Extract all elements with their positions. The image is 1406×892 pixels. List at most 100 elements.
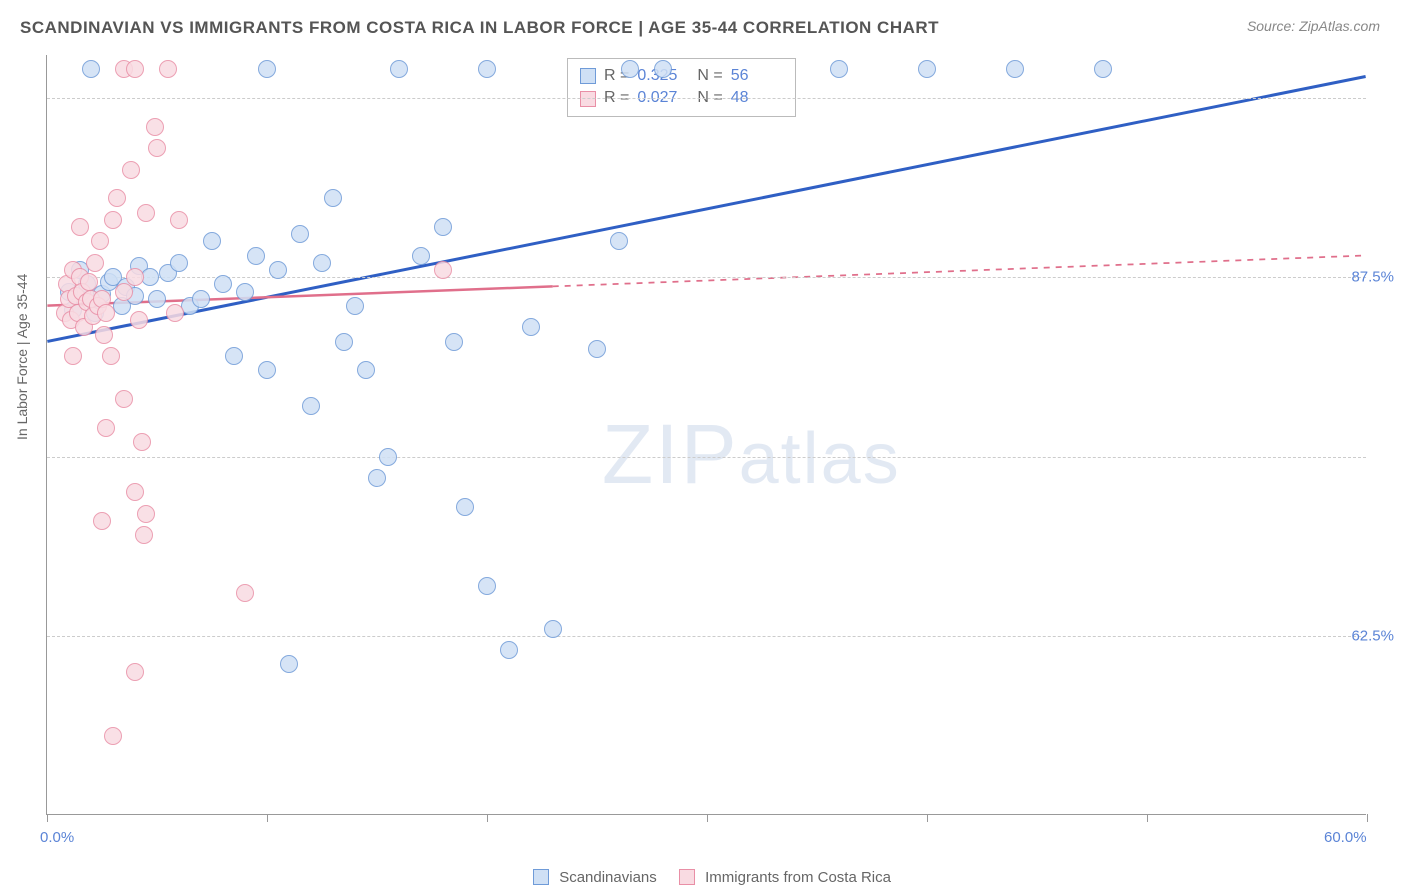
corr-row: R =0.325N =56 xyxy=(580,65,783,87)
scatter-point xyxy=(115,390,133,408)
y-tick-label: 62.5% xyxy=(1351,627,1394,644)
scatter-point xyxy=(302,397,320,415)
scatter-point xyxy=(170,211,188,229)
scatter-point xyxy=(148,139,166,157)
scatter-point xyxy=(236,584,254,602)
legend-swatch-1 xyxy=(533,869,549,885)
scatter-point xyxy=(478,60,496,78)
gridline xyxy=(47,277,1366,278)
scatter-point xyxy=(170,254,188,272)
scatter-point xyxy=(335,333,353,351)
scatter-point xyxy=(621,60,639,78)
scatter-point xyxy=(247,247,265,265)
scatter-point xyxy=(102,347,120,365)
scatter-point xyxy=(478,577,496,595)
gridline xyxy=(47,98,1366,99)
x-tick xyxy=(1147,814,1148,822)
x-tick xyxy=(487,814,488,822)
gridline xyxy=(47,636,1366,637)
scatter-point xyxy=(64,347,82,365)
scatter-point xyxy=(82,60,100,78)
scatter-point xyxy=(588,340,606,358)
scatter-point xyxy=(544,620,562,638)
bottom-legend: Scandinavians Immigrants from Costa Rica xyxy=(0,869,1406,886)
scatter-point xyxy=(192,290,210,308)
scatter-point xyxy=(522,318,540,336)
scatter-point xyxy=(71,218,89,236)
legend-swatch-2 xyxy=(679,869,695,885)
gridline xyxy=(47,457,1366,458)
scatter-point xyxy=(1094,60,1112,78)
y-axis-label: In Labor Force | Age 35-44 xyxy=(14,274,30,440)
scatter-point xyxy=(280,655,298,673)
scatter-point xyxy=(133,433,151,451)
scatter-point xyxy=(456,498,474,516)
trendlines-svg xyxy=(47,55,1366,814)
corr-n-label: N = xyxy=(697,65,722,87)
scatter-point xyxy=(130,311,148,329)
scatter-point xyxy=(434,261,452,279)
scatter-point xyxy=(346,297,364,315)
scatter-point xyxy=(918,60,936,78)
watermark: ZIPatlas xyxy=(602,405,901,502)
scatter-point xyxy=(258,60,276,78)
scatter-point xyxy=(108,189,126,207)
scatter-point xyxy=(225,347,243,365)
scatter-point xyxy=(313,254,331,272)
scatter-point xyxy=(291,225,309,243)
scatter-point xyxy=(148,290,166,308)
scatter-point xyxy=(214,275,232,293)
x-tick xyxy=(707,814,708,822)
x-tick xyxy=(927,814,928,822)
scatter-point xyxy=(126,60,144,78)
scatter-point xyxy=(122,161,140,179)
scatter-point xyxy=(324,189,342,207)
scatter-point xyxy=(104,727,122,745)
scatter-point xyxy=(126,483,144,501)
scatter-point xyxy=(654,60,672,78)
scatter-point xyxy=(146,118,164,136)
scatter-point xyxy=(434,218,452,236)
scatter-point xyxy=(357,361,375,379)
plot-area: ZIPatlas R =0.325N =56R =0.027N =48 xyxy=(46,55,1366,815)
x-tick xyxy=(1367,814,1368,822)
corr-swatch xyxy=(580,68,596,84)
x-tick-label: 0.0% xyxy=(40,829,74,846)
scatter-point xyxy=(412,247,430,265)
scatter-point xyxy=(166,304,184,322)
scatter-point xyxy=(203,232,221,250)
scatter-point xyxy=(1006,60,1024,78)
scatter-point xyxy=(86,254,104,272)
x-tick xyxy=(47,814,48,822)
scatter-point xyxy=(104,211,122,229)
scatter-point xyxy=(97,304,115,322)
scatter-point xyxy=(126,663,144,681)
scatter-point xyxy=(159,60,177,78)
scatter-point xyxy=(500,641,518,659)
trend-line-extrapolated xyxy=(553,255,1366,286)
scatter-point xyxy=(368,469,386,487)
legend-label-1: Scandinavians xyxy=(559,869,657,886)
scatter-point xyxy=(236,283,254,301)
scatter-point xyxy=(137,204,155,222)
scatter-point xyxy=(830,60,848,78)
scatter-point xyxy=(93,512,111,530)
correlation-box: R =0.325N =56R =0.027N =48 xyxy=(567,58,796,117)
scatter-point xyxy=(135,526,153,544)
scatter-point xyxy=(137,505,155,523)
source-label: Source: ZipAtlas.com xyxy=(1247,18,1380,34)
scatter-point xyxy=(91,232,109,250)
legend-label-2: Immigrants from Costa Rica xyxy=(705,869,891,886)
x-tick-label: 60.0% xyxy=(1324,829,1367,846)
scatter-point xyxy=(390,60,408,78)
corr-n-value: 56 xyxy=(731,65,783,87)
scatter-point xyxy=(97,419,115,437)
chart-title: SCANDINAVIAN VS IMMIGRANTS FROM COSTA RI… xyxy=(20,18,939,38)
scatter-point xyxy=(269,261,287,279)
scatter-point xyxy=(141,268,159,286)
scatter-point xyxy=(445,333,463,351)
x-tick xyxy=(267,814,268,822)
scatter-point xyxy=(95,326,113,344)
scatter-point xyxy=(80,273,98,291)
scatter-point xyxy=(126,268,144,286)
